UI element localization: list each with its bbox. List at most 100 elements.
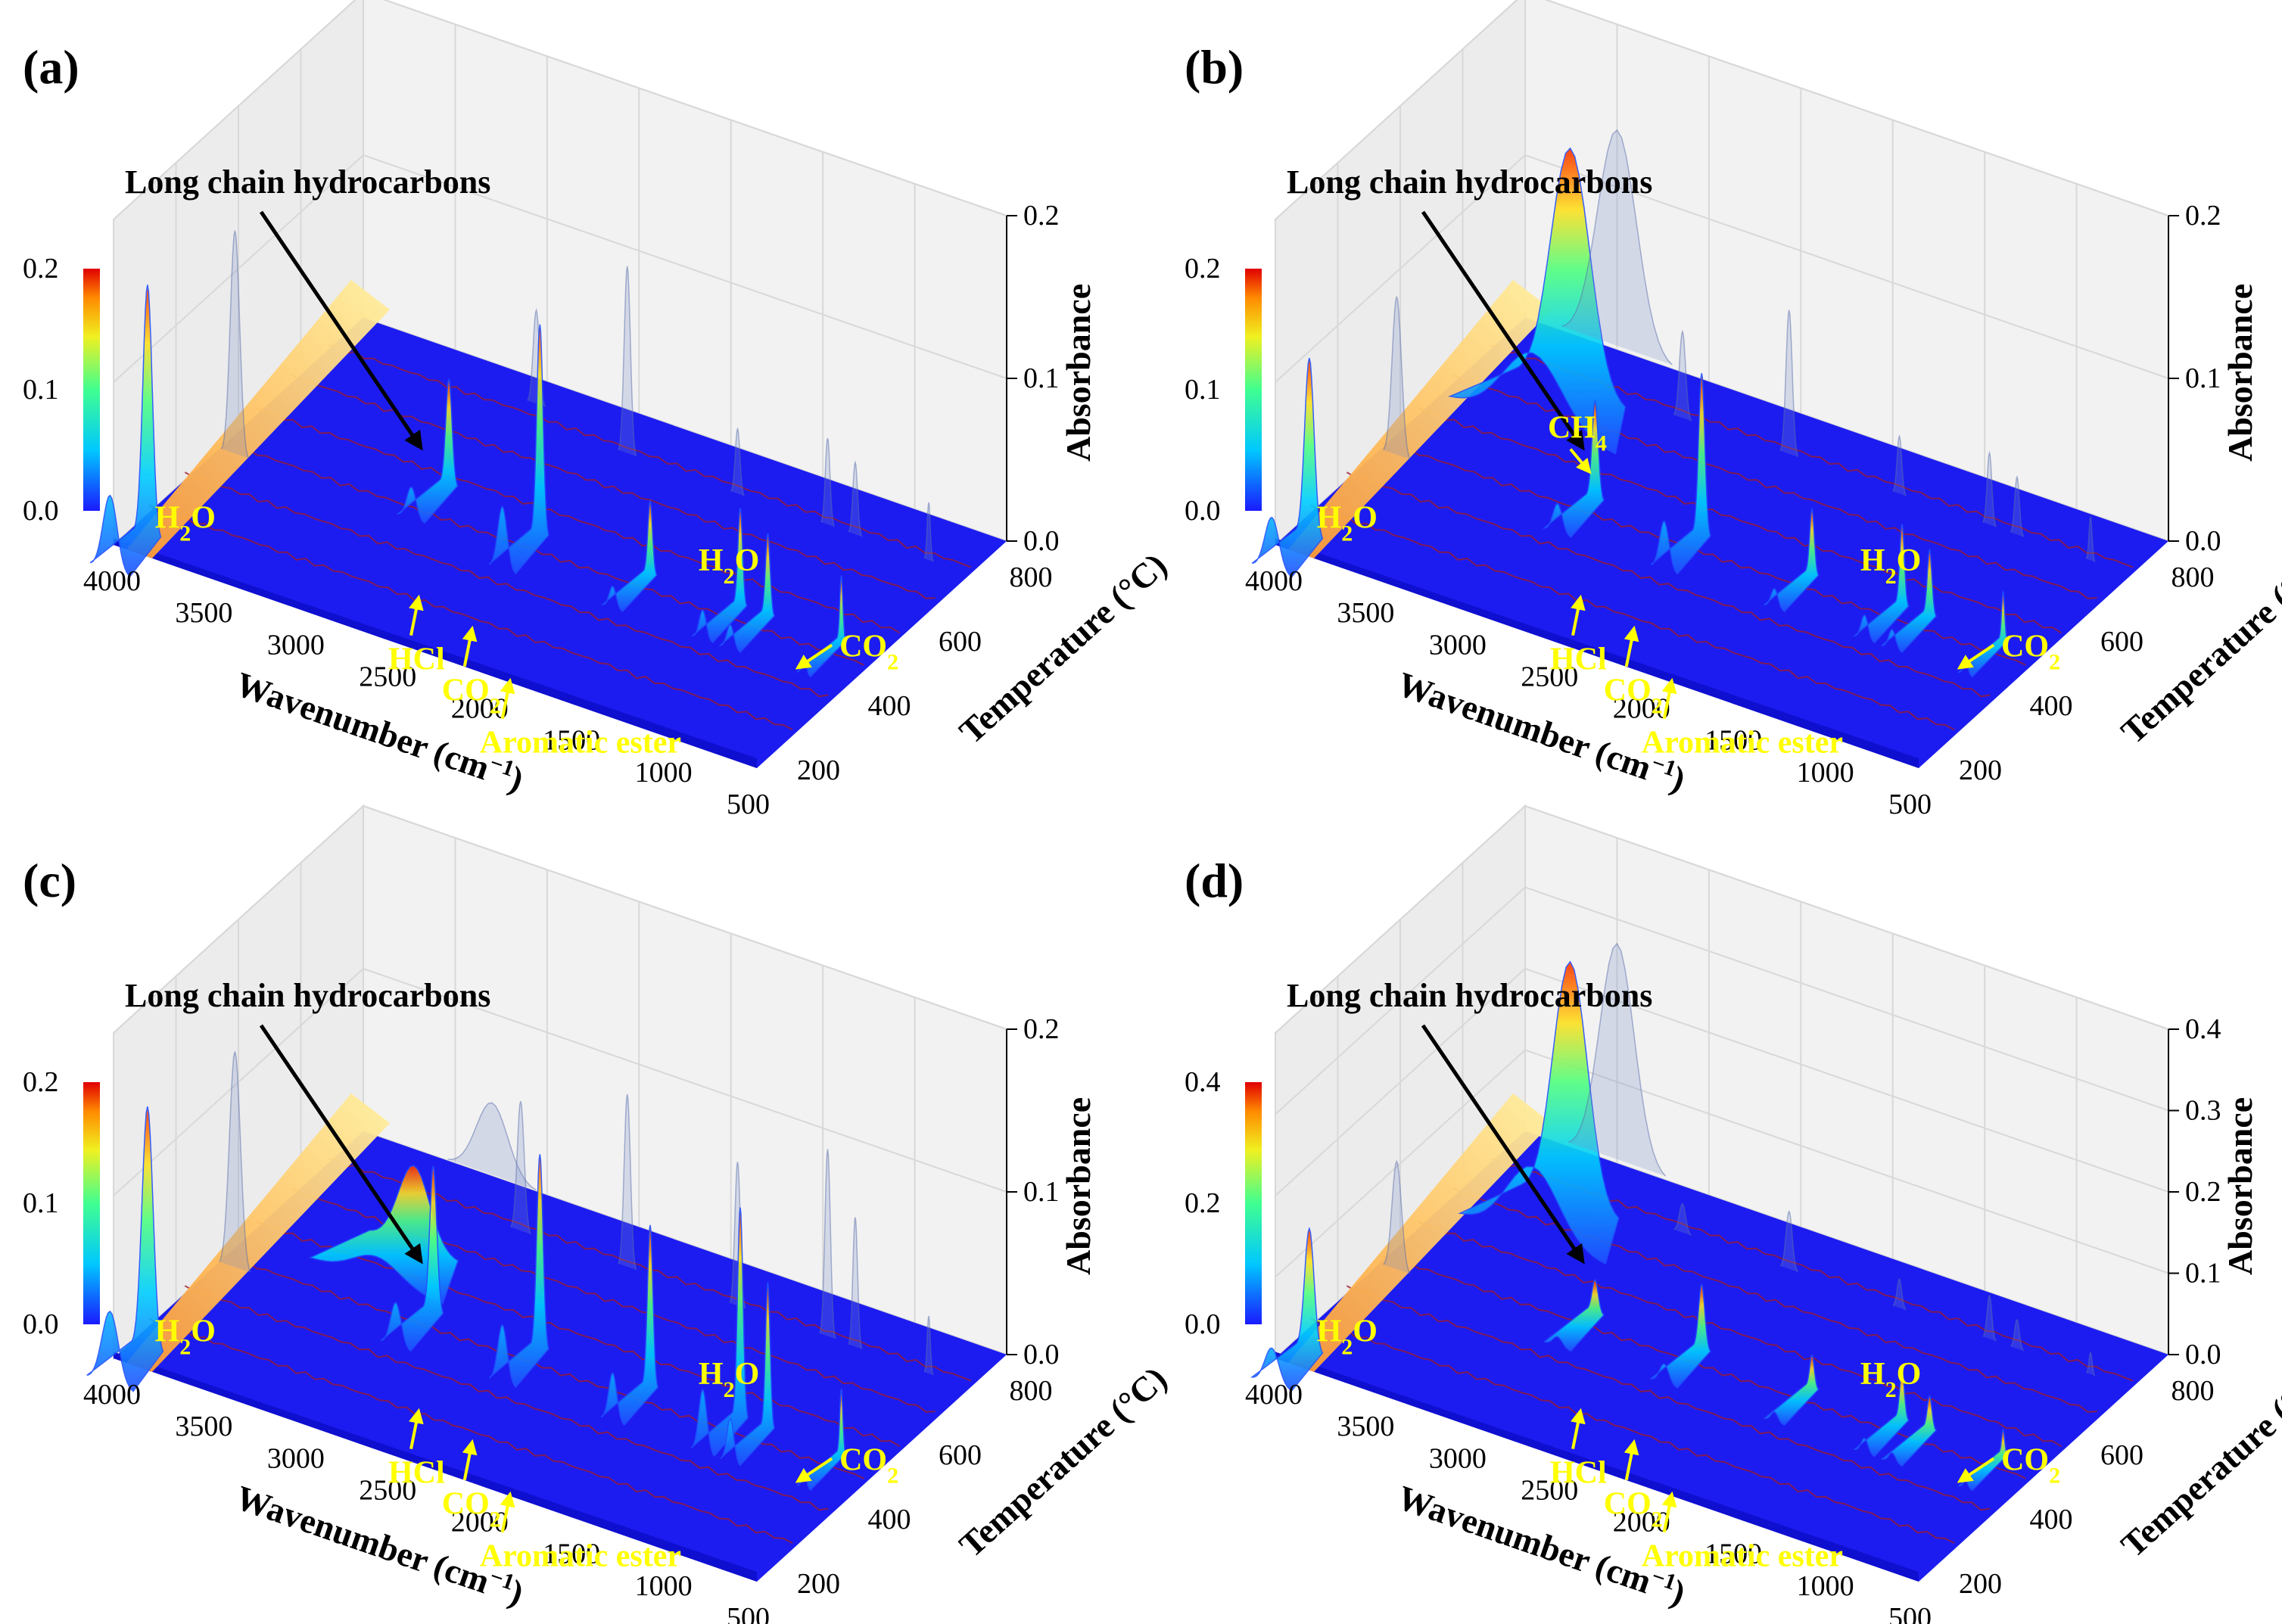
annotation-ho: H2O — [699, 543, 759, 589]
colorbar-tick-label: 0.2 — [23, 253, 59, 285]
panel-c: 4000 3500 3000 2500 2000 1500 1000 500 200 400 600… — [23, 804, 1175, 1624]
x-tick-label: 3000 — [1429, 629, 1487, 661]
peak-ghost-4 — [820, 437, 835, 527]
colorbar — [1245, 1082, 1262, 1324]
peak-ghost-6 — [2010, 475, 2025, 537]
z-axis-label: Absorbance — [2221, 1097, 2259, 1275]
peak-mark-1 — [1448, 147, 1627, 455]
peak-mark-4 — [1763, 507, 1820, 612]
x-tick-label: 3500 — [175, 1411, 232, 1442]
colorbar — [83, 1082, 100, 1324]
grid-line — [382, 0, 1007, 216]
ridge-h2o — [126, 279, 390, 558]
x-tick-label: 3500 — [175, 597, 232, 629]
x-tick-label: 500 — [727, 1602, 770, 1624]
annotation-co: CO2 — [2001, 629, 2060, 674]
peak-mark-5 — [1852, 524, 1910, 644]
surface-front-edge — [114, 538, 757, 768]
y-tick-label: 200 — [1959, 1568, 2002, 1600]
panel-label: (c) — [23, 854, 76, 907]
peak-ghost-1 — [447, 1102, 537, 1191]
peak-ghost-1 — [1561, 129, 1673, 366]
contour-trace — [148, 1318, 793, 1544]
peak-ghost-3 — [1779, 310, 1799, 457]
grid-line — [1275, 968, 1526, 1196]
grid-line — [1524, 968, 2169, 1193]
annotation-hcl: HCl — [388, 1456, 445, 1491]
x-tick-label: 1000 — [1797, 1570, 1854, 1602]
arrow-yellow — [1624, 625, 1639, 667]
colorbar-tick-label: 0.2 — [1185, 253, 1221, 285]
surface-floor — [114, 1131, 1007, 1582]
peak-mark-3 — [1650, 373, 1711, 575]
y-axis-label: Temperature (°C) — [952, 1359, 1175, 1565]
contour-trace — [184, 471, 829, 698]
annotation-ho: H2O — [1860, 1357, 1921, 1402]
y-tick-label: 600 — [2100, 1439, 2143, 1471]
peak-mark-2 — [488, 324, 549, 574]
annotation-aromaticester: Aromatic ester — [1642, 1539, 1843, 1574]
grid-line — [113, 968, 364, 1196]
panel-a: 4000 3500 3000 2500 2000 1500 1000 500 200 400 600… — [23, 0, 1174, 820]
x-tick-label: 3500 — [1337, 1411, 1394, 1442]
surface-front-edge — [1275, 538, 1919, 768]
x-tick-label: 1000 — [635, 757, 693, 789]
peak-mark-6 — [1880, 548, 1938, 653]
arrow-yellow — [462, 1439, 478, 1481]
x-tick-label: 2500 — [359, 1474, 416, 1506]
peak-ghost-2 — [510, 1101, 531, 1234]
peak-ghost-5 — [819, 1149, 836, 1339]
contour-trace — [1310, 1318, 1955, 1544]
grid-line — [1524, 805, 2169, 1030]
z-tick-label: 0.0 — [2185, 525, 2221, 557]
colorbar-tick-label: 0.2 — [23, 1066, 59, 1098]
peak-ghost-4 — [1892, 1277, 1907, 1311]
y-tick-label: 400 — [868, 690, 911, 722]
peak-ghost-6 — [2010, 1318, 2025, 1352]
surface-front-edge — [114, 1352, 757, 1582]
annotation-co: CO2 — [839, 1442, 898, 1488]
y-tick-label: 600 — [939, 1439, 982, 1471]
colorbar — [1245, 269, 1262, 511]
arrow-yellow — [1661, 677, 1677, 720]
y-tick-label: 600 — [2100, 626, 2143, 658]
peak-mark-0 — [1251, 358, 1324, 578]
peak-mark-3 — [1649, 1283, 1711, 1389]
y-tick-label: 200 — [797, 754, 840, 786]
z-axis-label: Absorbance — [1059, 284, 1097, 462]
arrow-yellow — [1957, 1457, 1995, 1483]
x-tick-label: 3500 — [1337, 597, 1394, 629]
annotation-co: CO2 — [1604, 1487, 1663, 1532]
arrow-long-chain — [1421, 1024, 1585, 1265]
y-tick-label: 400 — [2030, 1504, 2073, 1535]
colorbar — [83, 269, 100, 511]
x-tick-label: 2000 — [1613, 1507, 1670, 1538]
contour-trace — [256, 1221, 901, 1448]
contour-trace — [256, 407, 901, 634]
grid-line — [363, 154, 1007, 379]
ridge-h2o — [1288, 1093, 1552, 1372]
z-tick-label: 0.2 — [1023, 1013, 1060, 1045]
colorbar-tick-label: 0.4 — [1185, 1066, 1221, 1098]
peak-ghost-0 — [219, 1051, 251, 1273]
grid-line — [1544, 0, 2169, 216]
annotation-co: CO2 — [2001, 1442, 2060, 1488]
colorbar-tick-label: 0.1 — [23, 374, 59, 406]
surface-front-edge — [1275, 1352, 1919, 1582]
peak-mark-2 — [380, 1165, 444, 1352]
grid-line — [1275, 154, 1526, 383]
peak-mark-5 — [1853, 1368, 1910, 1458]
arrow-yellow — [500, 677, 515, 720]
grid-line — [1524, 1049, 2169, 1274]
arrow-yellow — [462, 625, 478, 667]
contour-trace — [1346, 471, 1991, 698]
annotation-ho: H2O — [1860, 543, 1921, 589]
z-tick-label: 0.0 — [2185, 1339, 2221, 1370]
ridge-h2o — [1288, 279, 1552, 558]
peak-mark-6 — [1880, 1395, 1938, 1467]
x-tick-label: 1500 — [1704, 1538, 1762, 1570]
arrow-yellow — [1571, 594, 1586, 636]
peak-ghost-5 — [1982, 450, 1997, 527]
z-tick-label: 0.4 — [2185, 1013, 2221, 1045]
